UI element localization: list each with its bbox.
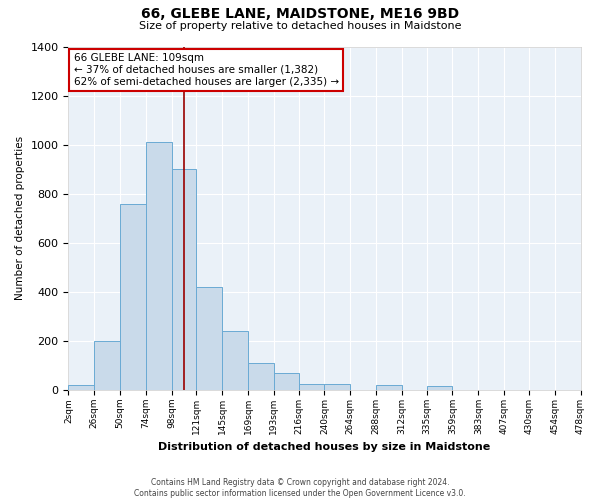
Bar [120, 204, 146, 390]
Text: 66, GLEBE LANE, MAIDSTONE, ME16 9BD: 66, GLEBE LANE, MAIDSTONE, ME16 9BD [141, 8, 459, 22]
Bar [172, 169, 196, 390]
Bar [94, 341, 120, 390]
Text: Contains HM Land Registry data © Crown copyright and database right 2024.
Contai: Contains HM Land Registry data © Crown c… [134, 478, 466, 498]
Text: Size of property relative to detached houses in Maidstone: Size of property relative to detached ho… [139, 21, 461, 31]
Bar [222, 331, 248, 390]
Bar [376, 385, 402, 390]
Bar [248, 363, 274, 390]
Text: 66 GLEBE LANE: 109sqm
← 37% of detached houses are smaller (1,382)
62% of semi-d: 66 GLEBE LANE: 109sqm ← 37% of detached … [74, 54, 338, 86]
Bar [68, 385, 94, 390]
Bar [325, 384, 350, 390]
Bar [196, 287, 222, 390]
Bar [274, 373, 299, 390]
X-axis label: Distribution of detached houses by size in Maidstone: Distribution of detached houses by size … [158, 442, 491, 452]
Bar [146, 142, 172, 390]
Bar [427, 386, 452, 390]
Bar [299, 384, 325, 390]
Y-axis label: Number of detached properties: Number of detached properties [15, 136, 25, 300]
